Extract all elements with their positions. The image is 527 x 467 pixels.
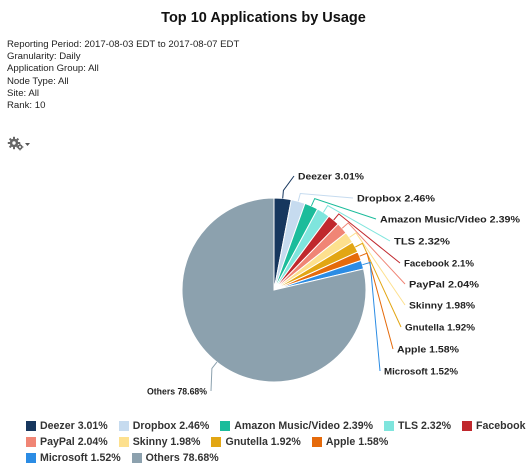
legend-label: Microsoft 1.52%	[40, 452, 121, 464]
legend-swatch	[26, 421, 36, 431]
legend-row: PayPal 2.04% Skinny 1.98% Gnutella 1.92% Ap…	[26, 435, 526, 449]
legend-swatch	[384, 421, 395, 431]
data-label-connector	[210, 361, 218, 392]
data-label-connector	[322, 204, 391, 242]
legend-item[interactable]: Deezer 3.01%	[26, 419, 108, 433]
legend-swatch	[118, 437, 129, 447]
chart-legend: Deezer 3.01% Dropbox 2.46% Amazon Music/Vi…	[26, 419, 527, 467]
data-label: Others 78.68%	[147, 387, 207, 398]
legend-item[interactable]: Others 78.68%	[131, 451, 219, 465]
legend-item[interactable]: TLS 2.32%	[384, 419, 451, 433]
legend-swatch	[26, 453, 36, 463]
legend-item[interactable]: Gnutella 1.92%	[211, 435, 301, 449]
data-label: Amazon Music/Video 2.39%	[380, 215, 521, 226]
legend-row: Microsoft 1.52% Others 78.68%	[26, 451, 526, 465]
data-label-connector	[333, 213, 401, 264]
legend-item[interactable]: Dropbox 2.46%	[118, 419, 210, 433]
legend-item[interactable]: Amazon Music/Video 2.39%	[220, 419, 373, 433]
legend-label: Amazon Music/Video 2.39%	[234, 420, 374, 432]
data-label: Apple 1.58%	[397, 345, 460, 356]
gear-icon	[7, 136, 24, 151]
chart-title: Top 10 Applications by Usage	[161, 10, 366, 26]
legend-label: Skinny 1.98%	[132, 436, 201, 448]
meta-reporting-period: Reporting Period: 2017-08-03 EDT to 2017…	[7, 39, 240, 50]
data-label-connector	[310, 197, 377, 220]
legend-swatch	[131, 453, 142, 463]
legend-label: Apple 1.58%	[325, 436, 389, 448]
legend-swatch	[118, 421, 129, 431]
meta-node-type: Node Type: All	[7, 75, 69, 87]
legend-item[interactable]: Skinny 1.98%	[118, 435, 201, 449]
data-label: Dropbox 2.46%	[357, 194, 436, 205]
data-label: Skinny 1.98%	[409, 301, 476, 312]
meta-granularity: Granularity: Daily	[7, 51, 81, 63]
legend-swatch	[26, 437, 36, 447]
data-label: TLS 2.32%	[394, 237, 451, 248]
legend-swatch	[462, 421, 473, 431]
legend-item[interactable]: Facebook 2.1%	[462, 419, 527, 433]
report-metadata: Reporting Period: 2017-08-03 EDT to 2017…	[7, 39, 239, 112]
pie-slice-others[interactable]	[181, 197, 367, 383]
legend-label: Gnutella 1.92%	[225, 436, 301, 448]
legend-label: PayPal 2.04%	[40, 436, 108, 448]
legend-label: Others 78.68%	[145, 452, 219, 464]
data-label: Facebook 2.1%	[404, 259, 474, 270]
legend-label: Deezer 3.01%	[40, 420, 108, 432]
meta-site: Site: All	[7, 87, 39, 99]
meta-application-group: Application Group: All	[7, 63, 99, 75]
legend-label: Facebook 2.1%	[476, 420, 527, 432]
legend-swatch	[211, 437, 222, 447]
legend-swatch	[220, 421, 231, 431]
data-label-connector	[282, 175, 295, 199]
legend-item[interactable]: Microsoft 1.52%	[26, 451, 121, 465]
data-label-connector	[349, 232, 406, 306]
meta-rank: Rank: 10	[7, 100, 46, 112]
data-label: PayPal 2.04%	[409, 280, 480, 291]
data-label-connector	[297, 192, 354, 202]
data-label-connector	[362, 261, 381, 372]
legend-label: Dropbox 2.46%	[132, 420, 210, 432]
legend-row: Deezer 3.01% Dropbox 2.46% Amazon Music/Vi…	[26, 419, 527, 433]
data-label-connector	[355, 242, 402, 328]
data-label-connector	[341, 222, 406, 285]
data-label: Deezer 3.01%	[298, 172, 364, 183]
legend-swatch	[311, 437, 322, 447]
legend-item[interactable]: PayPal 2.04%	[26, 435, 108, 449]
legend-label: TLS 2.32%	[398, 420, 452, 432]
data-label: Gnutella 1.92%	[405, 323, 475, 334]
legend-item[interactable]: Apple 1.58%	[311, 435, 389, 449]
data-label-connector	[359, 252, 394, 350]
chart-options-button[interactable]	[6, 135, 32, 153]
caret-down-icon	[25, 143, 30, 146]
data-label: Microsoft 1.52%	[384, 367, 458, 378]
